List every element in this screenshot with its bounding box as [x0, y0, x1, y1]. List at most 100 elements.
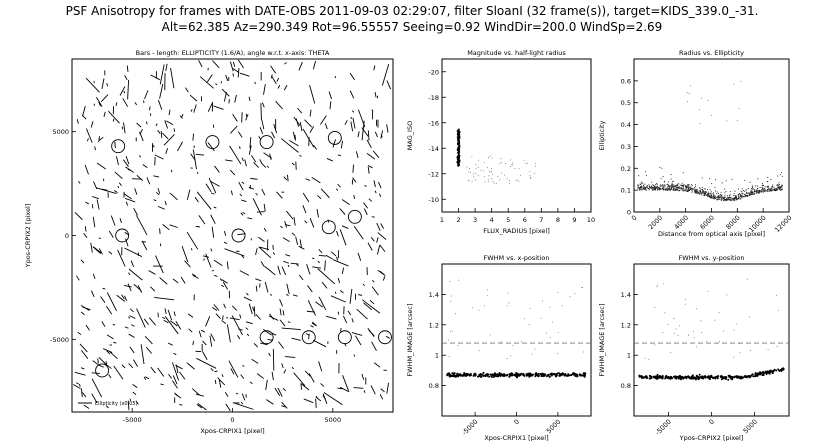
whisker-stick — [121, 364, 126, 369]
data-point — [670, 185, 672, 187]
whisker-stick — [213, 275, 218, 277]
whisker-stick — [214, 370, 218, 373]
data-point — [754, 192, 756, 194]
whisker-stick — [315, 396, 322, 402]
whisker-stick — [214, 165, 220, 173]
panel-whisker: Bars - length: ELLIPTICITY (1.6/A), angl… — [24, 49, 394, 435]
whisker-stick — [137, 284, 143, 293]
whisker-stick — [108, 374, 112, 379]
whisker-stick — [256, 373, 264, 379]
whisker-stick — [76, 119, 79, 124]
data-point — [680, 188, 682, 190]
data-point — [457, 152, 460, 155]
data-point — [637, 184, 639, 186]
data-point — [735, 199, 737, 201]
y-tick-label: -20 — [428, 68, 439, 76]
data-point — [655, 189, 657, 191]
data-point — [718, 197, 720, 199]
data-point — [737, 193, 740, 196]
data-point — [649, 186, 651, 189]
panel-fwhm-y: FWHM vs. y-position -5000 0 5000 0.8 1 1.2 1.4 Y… — [598, 254, 790, 441]
whisker-stick — [242, 365, 245, 367]
data-point — [681, 184, 684, 186]
whisker-stick — [303, 398, 314, 403]
data-point — [734, 196, 737, 198]
whisker-stick — [260, 342, 268, 346]
data-point — [707, 188, 709, 191]
whisker-stick — [223, 303, 227, 309]
whisker-stick — [321, 302, 327, 311]
data-point — [648, 189, 650, 191]
whisker-stick — [221, 88, 230, 97]
data-point — [779, 369, 782, 372]
data-point — [450, 374, 453, 377]
data-point — [771, 186, 773, 188]
whisker-stick — [248, 145, 252, 155]
whisker-stick — [112, 118, 115, 122]
y-tick-label: -10 — [428, 196, 439, 204]
data-point — [672, 186, 674, 188]
whisker-stick — [339, 229, 347, 246]
whisker-stick — [297, 107, 303, 114]
data-point — [450, 295, 452, 297]
data-point — [700, 320, 702, 322]
whisker-stick — [160, 131, 163, 138]
data-point — [530, 176, 532, 178]
whisker-stick — [282, 237, 290, 242]
data-point — [778, 189, 780, 191]
data-point — [676, 189, 679, 191]
whisker-stick — [155, 255, 164, 274]
data-point — [688, 186, 690, 188]
data-point — [710, 196, 712, 198]
whisker-stick — [271, 371, 274, 381]
data-point — [643, 187, 645, 189]
data-point — [740, 190, 742, 192]
whisker-stick — [148, 317, 157, 326]
data-point — [488, 179, 490, 181]
whisker-stick — [379, 394, 384, 400]
whisker-stick — [143, 376, 147, 380]
data-point — [749, 194, 751, 196]
star-circle — [115, 228, 130, 243]
data-point — [704, 194, 706, 197]
whisker-stick — [202, 255, 210, 258]
whisker-stick — [160, 383, 164, 386]
data-point — [762, 191, 764, 193]
data-point — [764, 186, 766, 188]
data-point — [681, 182, 683, 184]
whisker-stick — [309, 218, 315, 228]
data-point — [661, 188, 663, 190]
data-point — [509, 182, 510, 184]
data-point — [755, 190, 757, 192]
whisker-stick — [228, 99, 230, 104]
whisker-stick — [167, 309, 173, 321]
whisker-stick — [228, 360, 239, 378]
data-point — [751, 188, 753, 190]
x-tick-label: 0 — [230, 416, 234, 424]
whisker-stick — [210, 180, 220, 187]
whisker-stick — [361, 127, 369, 137]
data-point — [735, 198, 737, 200]
data-point — [665, 188, 667, 190]
whisker-stick — [128, 363, 134, 369]
data-point — [667, 185, 670, 187]
data-point — [565, 374, 568, 377]
data-point — [492, 376, 495, 379]
data-point — [637, 187, 639, 189]
data-point — [712, 197, 714, 199]
whisker-stick — [140, 344, 145, 365]
data-point — [752, 375, 755, 378]
whisker-stick — [82, 392, 87, 398]
data-point — [656, 186, 658, 188]
whisker-stick — [196, 191, 212, 210]
x-tick-label: 4000 — [673, 214, 690, 231]
data-point — [650, 376, 653, 379]
whisker-stick — [102, 287, 106, 290]
whisker-stick — [142, 164, 148, 168]
whisker-stick — [232, 114, 238, 122]
data-point — [660, 184, 662, 186]
data-point — [643, 184, 645, 186]
data-point — [656, 286, 658, 287]
data-point — [762, 188, 764, 190]
data-point — [660, 186, 662, 188]
